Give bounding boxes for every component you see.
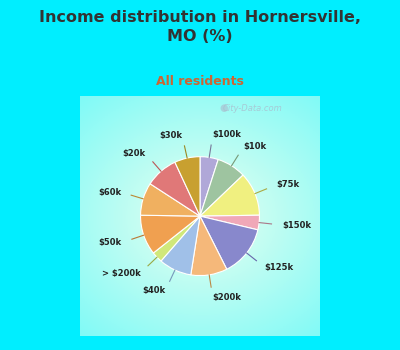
Wedge shape (153, 216, 200, 261)
Wedge shape (200, 157, 218, 216)
Text: $30k: $30k (159, 131, 182, 140)
Text: All residents: All residents (156, 75, 244, 88)
Wedge shape (140, 184, 200, 216)
Text: ●: ● (220, 103, 228, 113)
Wedge shape (200, 160, 243, 216)
Wedge shape (140, 215, 200, 253)
Text: $10k: $10k (244, 142, 267, 151)
Text: $200k: $200k (213, 293, 242, 302)
Wedge shape (161, 216, 200, 275)
Text: $100k: $100k (213, 130, 242, 139)
Wedge shape (175, 157, 200, 216)
Wedge shape (200, 175, 260, 216)
Text: City-Data.com: City-Data.com (223, 104, 283, 113)
Wedge shape (200, 215, 260, 230)
Text: $75k: $75k (276, 180, 300, 189)
Wedge shape (150, 162, 200, 216)
Text: $125k: $125k (265, 263, 294, 272)
Wedge shape (200, 216, 258, 269)
Text: $150k: $150k (282, 220, 311, 230)
Text: $50k: $50k (99, 238, 122, 247)
Text: $60k: $60k (98, 188, 121, 197)
Wedge shape (191, 216, 227, 275)
Text: > $200k: > $200k (102, 268, 140, 278)
Text: $40k: $40k (142, 286, 165, 295)
Text: Income distribution in Hornersville,
MO (%): Income distribution in Hornersville, MO … (39, 10, 361, 44)
Text: $20k: $20k (123, 149, 146, 158)
